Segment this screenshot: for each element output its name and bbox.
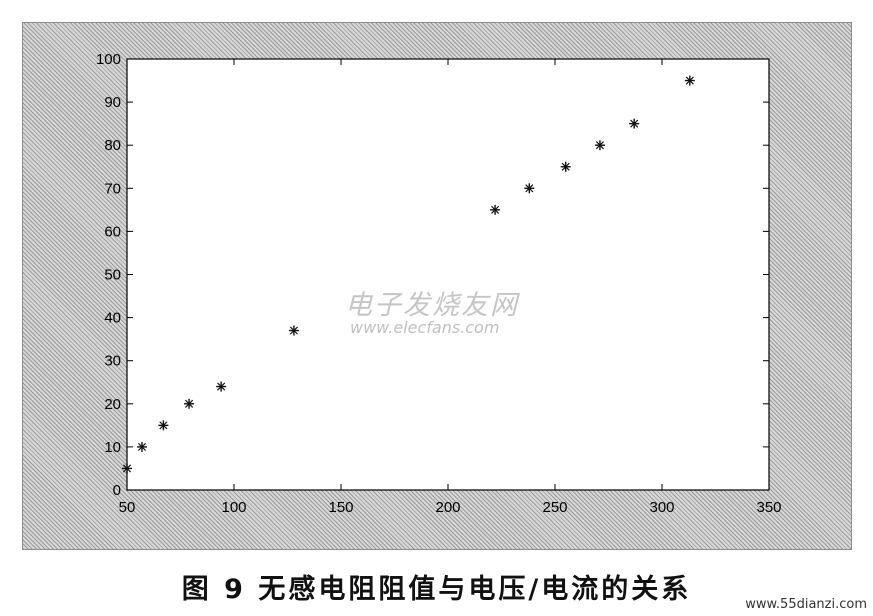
y-tick-label: 60 <box>104 223 121 240</box>
x-tick-label: 100 <box>221 499 246 516</box>
x-tick-label: 200 <box>435 499 460 516</box>
y-tick-label: 20 <box>104 396 121 413</box>
y-tick-label: 70 <box>104 180 121 197</box>
x-tick-label: 250 <box>542 499 567 516</box>
data-point <box>184 398 195 409</box>
watermark-url: www.elecfans.com <box>350 318 500 337</box>
data-points <box>122 75 695 474</box>
data-point <box>684 75 695 86</box>
y-tick-label: 50 <box>104 267 121 284</box>
data-point <box>122 463 132 474</box>
y-axis: 0 10 20 30 40 50 60 70 80 90 100 <box>96 51 769 499</box>
data-point <box>524 183 535 194</box>
y-tick-label: 40 <box>104 310 121 327</box>
x-tick-label: 150 <box>328 499 353 516</box>
x-tick-label: 300 <box>649 499 674 516</box>
watermark-text: 电子发烧友网 <box>345 290 519 321</box>
data-point <box>288 325 299 336</box>
x-tick-label: 50 <box>119 499 136 516</box>
data-point <box>629 118 640 129</box>
y-tick-label: 30 <box>104 353 121 370</box>
y-tick-label: 100 <box>96 51 121 68</box>
data-point <box>216 381 227 392</box>
figure-caption: 图 9 无感电阻阻值与电压/电流的关系 <box>181 574 692 605</box>
x-axis: 50 100 150 200 250 300 350 <box>119 59 782 516</box>
scatter-chart: 50 100 150 200 250 300 350 0 10 20 30 40 50 60 70 80 90… <box>96 51 782 516</box>
data-point <box>158 420 169 431</box>
y-tick-label: 80 <box>104 137 121 154</box>
y-tick-label: 0 <box>113 482 121 499</box>
plot-area <box>126 58 770 491</box>
y-tick-label: 10 <box>104 439 121 456</box>
data-point <box>136 441 147 452</box>
y-tick-label: 90 <box>104 94 121 111</box>
data-point <box>560 161 571 172</box>
site-watermark: www.55dianzi.com <box>745 597 867 612</box>
data-point <box>490 204 501 215</box>
data-point <box>594 140 605 151</box>
x-tick-label: 350 <box>756 499 781 516</box>
